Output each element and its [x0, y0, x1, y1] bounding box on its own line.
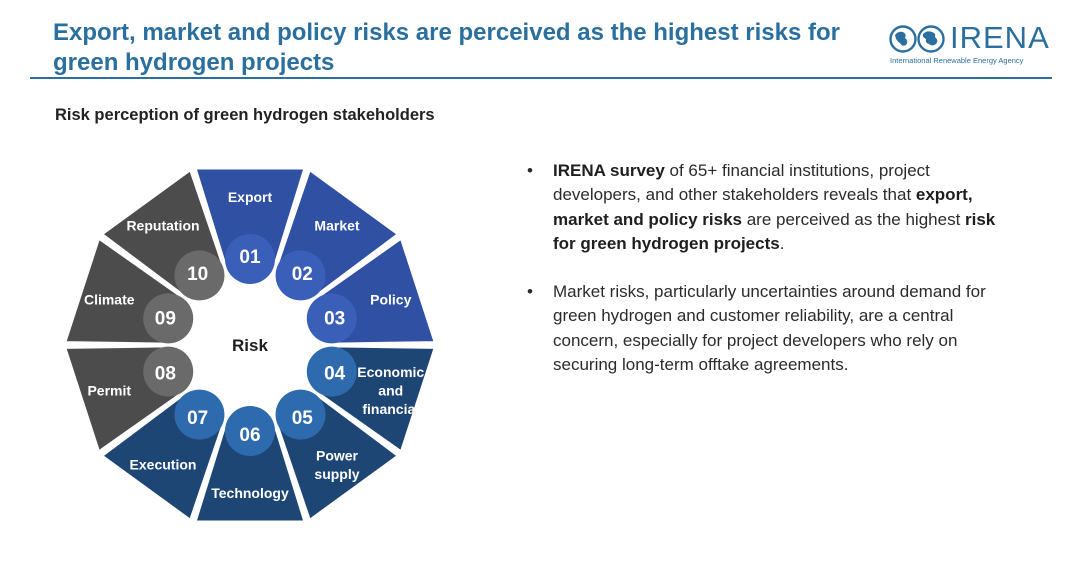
segment-label: Execution [130, 457, 197, 473]
wheel-center [190, 285, 310, 405]
segment-label: Market [314, 217, 359, 233]
number-bubble [225, 234, 275, 284]
segment-number: 02 [292, 264, 313, 285]
wheel-labels: 01 Export 02 Market 03 Policy 04 Economic and fin… [84, 189, 424, 501]
number-bubble [174, 250, 225, 301]
diagram-subtitle: Risk perception of green hydrogen stakeh… [55, 106, 435, 124]
segment-number: 03 [324, 308, 345, 329]
segment-label: supply [314, 466, 359, 482]
bullet-text: are perceived as the highest [741, 209, 966, 229]
segment-label: Technology [211, 485, 289, 501]
number-bubble [143, 293, 194, 344]
number-bubble [275, 250, 326, 301]
segment-label: and [378, 383, 403, 399]
segment-label: financial [362, 401, 419, 417]
title-divider [30, 77, 1052, 79]
bullet-text: of 65+ financial institutions, project d… [553, 161, 930, 205]
bullet-emphasis: risk for green hydrogen projects [553, 209, 996, 253]
risk-wheel: 01 Export 02 Market 03 Policy 04 Economic and fin… [63, 167, 437, 523]
bullet-text: Market risks, particularly uncertainties… [553, 282, 986, 375]
number-bubble [174, 389, 225, 440]
segment-number: 09 [155, 308, 176, 329]
bullet-marker: • [527, 282, 533, 302]
number-bubble [275, 389, 326, 440]
bullet-list: • IRENA survey of 65+ financial instituti… [527, 159, 1007, 401]
logo-tagline: International Renewable Energy Agency [890, 56, 1024, 65]
segment-label: Export [228, 189, 273, 205]
bullet-marker: • [527, 161, 533, 180]
number-bubble [225, 406, 275, 456]
segment-number: 10 [187, 264, 208, 285]
segment-number: 05 [292, 408, 314, 429]
segment-label: Climate [84, 291, 135, 307]
bullet-item: • IRENA survey of 65+ financial instituti… [527, 159, 1007, 256]
bullet-emphasis: IRENA survey [553, 161, 665, 180]
number-bubble [306, 346, 357, 397]
segment-number: 01 [239, 247, 261, 268]
segment-number: 07 [187, 408, 208, 429]
page-title: Export, market and policy risks are perc… [53, 19, 840, 76]
segment-label: Permit [87, 383, 131, 399]
logo-name: IRENA [950, 20, 1050, 55]
wheel-number-bubbles [143, 234, 357, 456]
bullet-text: . [779, 233, 785, 253]
number-bubble [306, 293, 357, 344]
segment-number: 08 [155, 364, 176, 385]
irena-logo: IRENA International Renewable Energy Age… [888, 20, 1058, 68]
segment-number: 06 [239, 425, 260, 446]
wheel-center-label: Risk [232, 336, 268, 355]
globe-icon [889, 25, 945, 53]
segment-label: Power [316, 447, 359, 463]
bullet-emphasis: export, market and policy risks [553, 185, 973, 229]
segment-label: Economic [357, 364, 424, 380]
segment-label: Reputation [126, 217, 199, 233]
segment-label: Policy [370, 291, 411, 307]
number-bubble [143, 346, 194, 397]
bullet-item: • Market risks, particularly uncertaintie… [527, 280, 1007, 377]
segment-number: 04 [324, 364, 346, 385]
